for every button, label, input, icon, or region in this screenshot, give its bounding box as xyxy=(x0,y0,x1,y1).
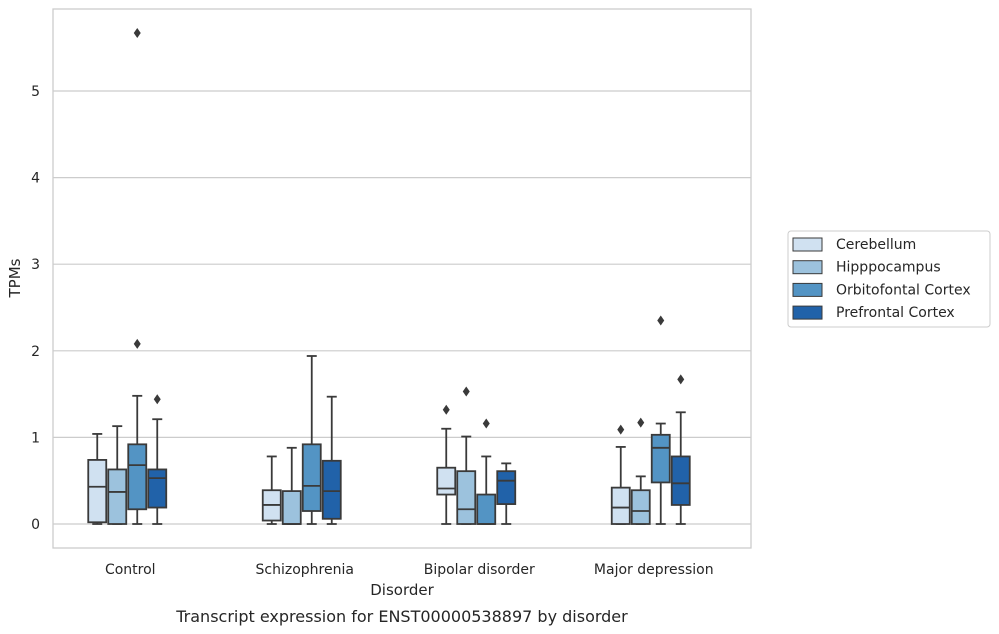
box-body xyxy=(301,443,322,512)
box-body xyxy=(127,443,148,511)
legend-swatch xyxy=(792,260,823,275)
y-tick-label: 1 xyxy=(31,430,40,446)
box-body xyxy=(650,433,671,484)
x-tick-label: Control xyxy=(105,562,156,578)
box-cerebellum xyxy=(436,404,457,525)
y-tick-label: 3 xyxy=(31,257,40,273)
x-tick-label: Schizophrenia xyxy=(256,562,354,578)
outlier-point xyxy=(482,418,490,429)
box-body xyxy=(630,489,651,525)
legend-label: Hipppocampus xyxy=(836,260,941,276)
x-axis-label: Disorder xyxy=(370,581,434,599)
y-tick-label: 0 xyxy=(31,517,40,533)
box-hipppocampus xyxy=(456,386,477,525)
box-hipppocampus xyxy=(107,425,128,525)
y-axis-label: TPMs xyxy=(6,258,24,298)
x-tick-label: Bipolar disorder xyxy=(424,562,535,578)
outlier-point xyxy=(133,338,141,349)
x-axis-ticks: Control Schizophrenia Bipolar disorder Majo… xyxy=(105,562,714,578)
outlier-point xyxy=(462,386,470,397)
y-tick-label: 4 xyxy=(31,171,40,187)
outlier-point xyxy=(677,374,685,385)
box-orbitofontal-cortex xyxy=(127,27,148,525)
y-tick-label: 5 xyxy=(31,84,40,100)
box-prefrontal-cortex xyxy=(147,394,168,525)
box-body xyxy=(321,459,342,520)
outlier-point xyxy=(617,424,625,435)
box-prefrontal-cortex xyxy=(670,374,691,525)
box-body xyxy=(87,459,108,524)
box-cerebellum xyxy=(87,433,108,525)
box-body xyxy=(670,455,691,506)
outlier-point xyxy=(637,417,645,428)
box-body xyxy=(436,466,457,496)
outlier-point xyxy=(133,27,141,38)
grid-lines xyxy=(53,90,751,525)
box-body xyxy=(107,468,128,525)
legend-swatch xyxy=(792,282,823,297)
chart-title: Transcript expression for ENST0000053889… xyxy=(175,607,628,626)
box-groups xyxy=(87,27,691,525)
legend-label: Prefrontal Cortex xyxy=(836,305,955,321)
box-orbitofontal-cortex xyxy=(650,315,671,525)
legend-swatch xyxy=(792,237,823,252)
legend-swatch xyxy=(792,305,823,320)
box-orbitofontal-cortex xyxy=(301,355,322,525)
box-body xyxy=(476,493,497,525)
x-tick-label: Major depression xyxy=(594,562,714,578)
box-prefrontal-cortex xyxy=(496,462,517,525)
box-hipppocampus xyxy=(630,417,651,525)
box-cerebellum xyxy=(261,455,282,525)
box-orbitofontal-cortex xyxy=(476,418,497,525)
box-body xyxy=(147,468,168,509)
box-body xyxy=(281,490,302,525)
box-body xyxy=(496,470,517,505)
plot-area-frame xyxy=(52,8,752,549)
box-body xyxy=(610,486,631,525)
outlier-point xyxy=(153,394,161,405)
legend-label: Orbitofontal Cortex xyxy=(836,282,971,298)
y-axis-ticks: 0 1 2 3 4 5 xyxy=(31,84,40,533)
legend-frame xyxy=(787,230,991,328)
box-hipppocampus xyxy=(281,446,302,525)
box-cerebellum xyxy=(610,424,631,525)
legend: Cerebellum Hipppocampus Orbitofontal Corte… xyxy=(787,230,991,328)
outlier-point xyxy=(442,404,450,415)
outlier-point xyxy=(657,315,665,326)
box-body xyxy=(456,470,477,525)
box-prefrontal-cortex xyxy=(321,395,342,525)
legend-label: Cerebellum xyxy=(836,237,916,253)
y-tick-label: 2 xyxy=(31,344,40,360)
